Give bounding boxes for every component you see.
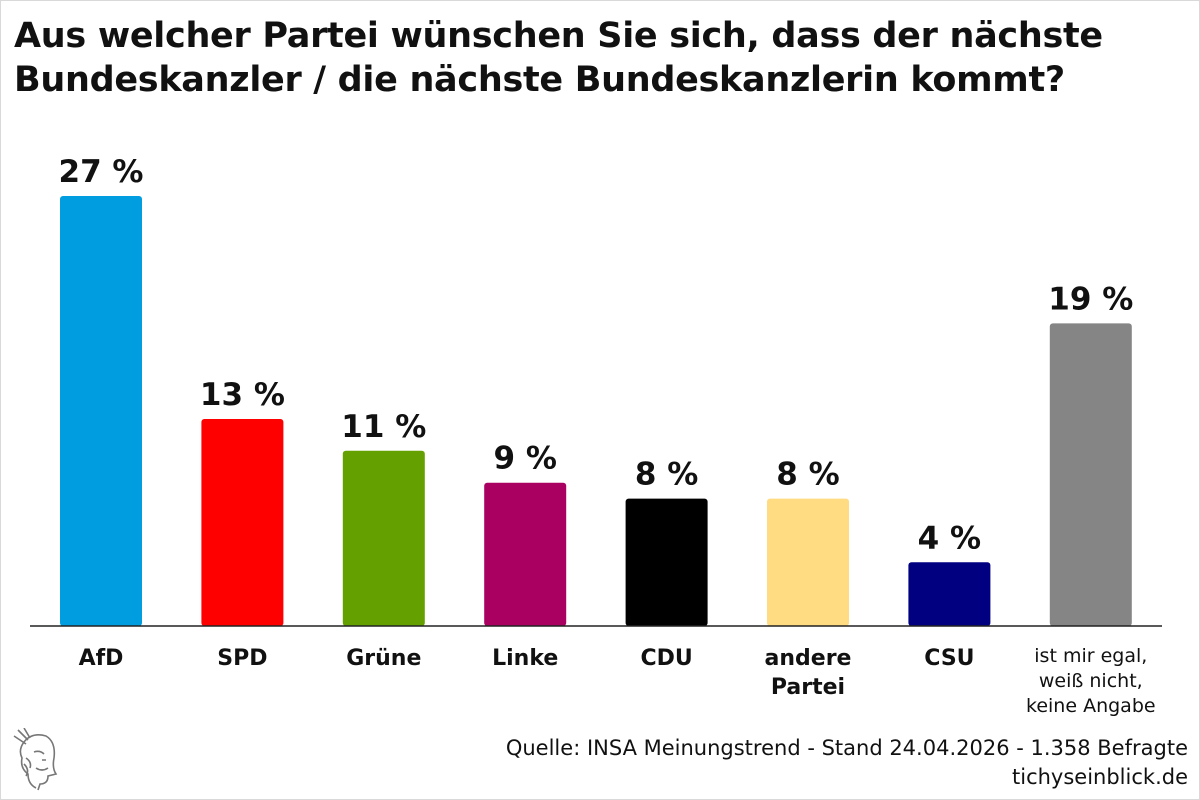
bar-value-label-0: 27 % bbox=[59, 154, 144, 190]
category-label-line: Partei bbox=[771, 675, 845, 700]
bar-0 bbox=[60, 196, 142, 626]
category-label-line: SPD bbox=[217, 646, 267, 671]
category-label-2: Grüne bbox=[346, 646, 421, 671]
category-label-0: AfD bbox=[79, 646, 124, 671]
category-label-line: Grüne bbox=[346, 646, 421, 671]
bar-4 bbox=[625, 498, 708, 626]
category-label-4: CDU bbox=[640, 646, 692, 671]
bar-5 bbox=[767, 498, 849, 626]
source-note: Quelle: INSA Meinungstrend - Stand 24.04… bbox=[506, 734, 1188, 792]
bar-value-label-2: 11 % bbox=[341, 409, 426, 445]
category-label-7: ist mir egal, weiß nicht, keine Angabe bbox=[1026, 645, 1156, 717]
bar-6 bbox=[908, 562, 991, 626]
hermes-head-icon bbox=[13, 728, 58, 791]
chart-title: Aus welcher Partei wünschen Sie sich, da… bbox=[14, 16, 1103, 100]
category-label-line: keine Angabe bbox=[1026, 695, 1156, 717]
bar-group: 27 % AfD 13 % SPD 11 % Grüne 9 % Linke 8 % CDU 8 %… bbox=[59, 154, 1156, 717]
category-label-line: CDU bbox=[640, 646, 692, 671]
bar-value-label-1: 13 % bbox=[200, 377, 285, 413]
category-label-line: Linke bbox=[492, 646, 558, 671]
website-text: tichyseinblick.de bbox=[1012, 765, 1188, 789]
category-label-line: AfD bbox=[79, 646, 124, 671]
category-label-line: weiß nicht, bbox=[1039, 670, 1143, 692]
category-label-5: andere Partei bbox=[765, 646, 852, 700]
category-label-6: CSU bbox=[924, 646, 974, 671]
category-label-line: andere bbox=[765, 646, 852, 671]
bar-value-label-7: 19 % bbox=[1048, 281, 1133, 317]
category-label-line: ist mir egal, bbox=[1034, 645, 1147, 667]
bar-value-label-6: 4 % bbox=[918, 520, 981, 556]
bar-value-label-5: 8 % bbox=[776, 457, 839, 493]
category-label-3: Linke bbox=[492, 646, 558, 671]
category-label-line: CSU bbox=[924, 646, 974, 671]
source-text: Quelle: INSA Meinungstrend - Stand 24.04… bbox=[505, 736, 1188, 760]
bar-3 bbox=[484, 482, 567, 626]
category-label-1: SPD bbox=[217, 646, 267, 671]
bar-value-label-3: 9 % bbox=[493, 441, 556, 477]
bar-2 bbox=[342, 450, 425, 626]
bar-value-label-4: 8 % bbox=[635, 457, 698, 493]
bar-1 bbox=[201, 419, 284, 626]
bar-7 bbox=[1049, 323, 1132, 626]
